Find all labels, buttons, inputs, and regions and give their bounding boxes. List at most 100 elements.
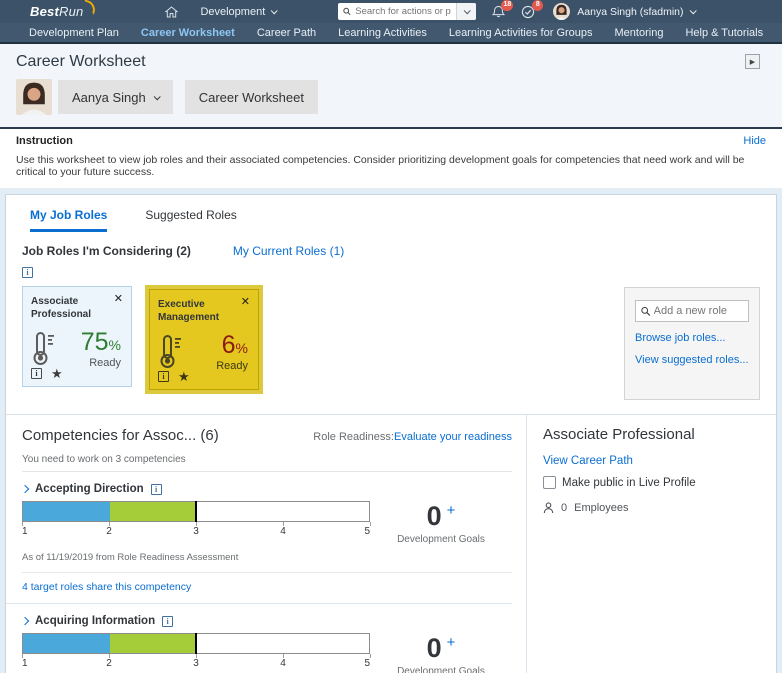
view-career-path-link[interactable]: View Career Path	[543, 455, 633, 467]
close-icon[interactable]: ✕	[241, 297, 250, 308]
employee-selector-label: Aanya Singh	[72, 90, 146, 105]
tab-suggested-roles[interactable]: Suggested Roles	[145, 208, 236, 232]
info-icon[interactable]: i	[22, 267, 33, 278]
nav-help-tutorials[interactable]: Help & Tutorials	[674, 27, 774, 39]
search-input[interactable]	[355, 6, 451, 17]
competency-acquiring-information: Acquiring Information i 12345 0 + Develop…	[22, 615, 512, 673]
info-icon[interactable]: i	[162, 616, 173, 627]
goals-label: Development Goals	[370, 666, 512, 673]
make-public-checkbox-row: Make public in Live Profile	[543, 476, 760, 489]
chevron-down-icon	[689, 7, 696, 14]
add-role-box: Browse job roles... View suggested roles…	[624, 287, 760, 400]
rating-axis: 12345	[22, 522, 370, 539]
search-field[interactable]	[338, 6, 456, 17]
todos-button[interactable]: 8	[521, 5, 535, 19]
info-icon[interactable]: i	[151, 484, 162, 495]
make-public-checkbox[interactable]	[543, 476, 556, 489]
view-selector-button[interactable]: Career Worksheet	[185, 80, 318, 114]
role-readiness: Role Readiness:Evaluate your readiness	[313, 431, 512, 443]
nav-learning-activities-groups[interactable]: Learning Activities for Groups	[438, 27, 604, 39]
search-icon	[641, 306, 651, 317]
role-card-executive-management[interactable]: Executive Management ✕ 6%	[149, 289, 259, 390]
tab-my-job-roles[interactable]: My Job Roles	[30, 208, 107, 232]
expand-chevron-icon[interactable]	[21, 485, 29, 493]
user-menu[interactable]: Aanya Singh (sfadmin)	[577, 6, 694, 18]
rating-axis: 12345	[22, 654, 370, 671]
worksheet-card: My Job Roles Suggested Roles Job Roles I…	[5, 194, 777, 673]
rating-bar-chart: 12345	[22, 633, 370, 673]
chevron-down-icon	[153, 93, 160, 100]
module-nav: Development Plan Career Worksheet Career…	[0, 23, 782, 44]
add-role-field[interactable]	[635, 300, 749, 322]
nav-career-worksheet[interactable]: Career Worksheet	[130, 27, 246, 39]
job-roles-section: Job Roles I'm Considering (2) My Current…	[6, 232, 776, 414]
browse-job-roles-link[interactable]: Browse job roles...	[635, 332, 749, 344]
info-icon[interactable]: i	[158, 371, 169, 382]
add-goal-button[interactable]: +	[447, 502, 456, 519]
shell-search	[338, 3, 476, 20]
competency-name: Accepting Direction	[35, 483, 144, 495]
chevron-down-icon	[271, 7, 278, 14]
todos-badge: 8	[532, 0, 543, 11]
add-goal-button[interactable]: +	[447, 634, 456, 651]
employees-count: 0	[561, 502, 567, 514]
star-icon[interactable]: ★	[178, 370, 190, 383]
nav-development-plan[interactable]: Development Plan	[18, 27, 130, 39]
ready-label: Ready	[182, 360, 248, 372]
rating-bar-chart: 12345	[22, 501, 370, 545]
user-name-label: Aanya Singh (sfadmin)	[577, 6, 683, 18]
search-scope-dropdown[interactable]	[456, 3, 476, 20]
competencies-title: Competencies for Assoc... (6)	[22, 427, 219, 444]
nav-mentoring[interactable]: Mentoring	[604, 27, 675, 39]
close-icon[interactable]: ✕	[114, 294, 123, 305]
goals-count: 0	[427, 503, 442, 530]
competency-name: Acquiring Information	[35, 615, 155, 627]
chevron-down-icon	[464, 7, 471, 14]
divider	[22, 572, 512, 573]
info-icon[interactable]: i	[31, 368, 42, 379]
make-public-label: Make public in Live Profile	[562, 477, 696, 489]
view-suggested-roles-link[interactable]: View suggested roles...	[635, 354, 749, 366]
role-detail-panel: Associate Professional View Career Path …	[526, 415, 776, 673]
divider	[6, 603, 512, 604]
evaluate-readiness-link[interactable]: Evaluate your readiness	[394, 431, 512, 443]
rating-bar	[22, 633, 370, 654]
role-readiness-label: Role Readiness:	[313, 431, 394, 443]
star-icon[interactable]: ★	[51, 367, 63, 380]
assessment-date: As of 11/19/2019 from Role Readiness Ass…	[22, 552, 512, 563]
employees-label: Employees	[574, 502, 628, 514]
employee-selector-button[interactable]: Aanya Singh	[58, 80, 173, 114]
development-goals: 0 + Development Goals	[370, 633, 512, 673]
role-card-associate-professional[interactable]: Associate Professional ✕ 75%	[22, 286, 132, 387]
readiness-percent: 6%	[182, 333, 248, 358]
nav-career-path[interactable]: Career Path	[246, 27, 327, 39]
logo-run-text: Run	[59, 4, 83, 19]
expand-chevron-icon[interactable]	[21, 617, 29, 625]
role-cards-row: Associate Professional ✕ 75%	[22, 286, 760, 400]
module-switcher[interactable]: Development	[200, 6, 276, 18]
notifications-button[interactable]: 18	[492, 5, 505, 19]
person-icon	[543, 502, 554, 514]
development-goals: 0 + Development Goals	[370, 501, 512, 545]
bestrun-logo: BestRun	[30, 4, 83, 19]
nav-ask-hr[interactable]: Ask HR	[774, 27, 782, 39]
current-roles-link[interactable]: My Current Roles (1)	[233, 244, 344, 258]
target-roles-link[interactable]: 4 target roles share this competency	[22, 581, 512, 593]
page-title: Career Worksheet	[16, 53, 766, 71]
instruction-text: Use this worksheet to view job roles and…	[16, 154, 766, 178]
thermometer-icon	[158, 333, 182, 369]
add-role-input[interactable]	[654, 305, 743, 317]
goals-count: 0	[427, 635, 442, 662]
hide-instruction-link[interactable]: Hide	[743, 135, 766, 147]
home-icon[interactable]	[165, 6, 178, 18]
user-avatar[interactable]	[553, 3, 570, 20]
selector-row: Aanya Singh Career Worksheet	[16, 79, 766, 115]
rating-bar	[22, 501, 370, 522]
competencies-column: Competencies for Assoc... (6) Role Readi…	[6, 415, 526, 673]
thermometer-icon	[31, 330, 55, 366]
considering-roles-label: Job Roles I'm Considering (2)	[22, 244, 191, 258]
nav-learning-activities[interactable]: Learning Activities	[327, 27, 438, 39]
goals-label: Development Goals	[370, 534, 512, 545]
media-play-button[interactable]: ▶	[745, 54, 760, 69]
title-bar: Career Worksheet ▶ Aanya Singh Career Wo…	[0, 44, 782, 127]
